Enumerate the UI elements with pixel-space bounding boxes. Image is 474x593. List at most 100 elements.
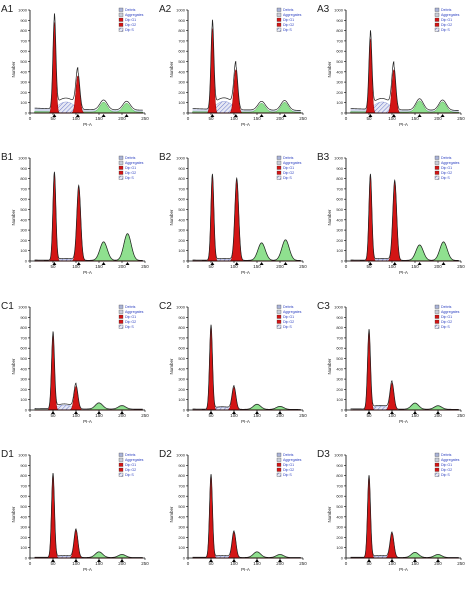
- y-tick-label: 400: [20, 69, 27, 74]
- panel-d1: D1 0 100 200 300 400 500 600 700 800 900 1000 0 50 100…: [0, 445, 158, 593]
- legend-entry: Debris: [125, 8, 136, 12]
- x-tick-label: 200: [434, 561, 442, 566]
- y-tick-label: 900: [20, 463, 27, 468]
- y-tick-label: 0: [341, 111, 344, 116]
- legend-swatch: [118, 319, 124, 324]
- peak-marker: [413, 559, 417, 562]
- peak-marker: [255, 411, 259, 414]
- histogram-svg: 0 100 200 300 400 500 600 700 800 900 1000 0 50 100 15…: [11, 305, 149, 425]
- g1-peak: [350, 331, 459, 411]
- peak-marker: [209, 411, 213, 414]
- y-tick-label: 200: [336, 90, 343, 95]
- legend-entry: Debris: [283, 8, 294, 12]
- y-tick-label: 1000: [18, 156, 28, 161]
- peak-marker: [234, 262, 239, 265]
- peak-marker: [368, 262, 373, 265]
- x-tick-label: 200: [276, 413, 284, 418]
- x-axis-label: PI-A: [241, 270, 250, 275]
- x-tick-label: 100: [230, 413, 238, 418]
- y-tick-label: 400: [20, 514, 27, 519]
- x-tick-label: 250: [457, 561, 465, 566]
- legend-swatch: [276, 309, 282, 314]
- x-tick-label: 100: [72, 116, 80, 121]
- x-tick-label: 0: [29, 116, 32, 121]
- legend-swatch: [276, 472, 282, 477]
- x-axis-label: PI-A: [83, 270, 92, 275]
- x-tick-label: 200: [276, 116, 284, 121]
- x-tick-label: 100: [230, 116, 238, 121]
- y-tick-label: 800: [178, 325, 185, 330]
- legend-swatch: [276, 12, 282, 17]
- x-tick-label: 150: [411, 413, 419, 418]
- legend-entry: Debris: [441, 156, 452, 160]
- y-tick-label: 300: [336, 377, 343, 382]
- x-tick-label: 150: [253, 561, 261, 566]
- panel-c1: C1 0 100 200 300 400 500 600 700 800 900 1000 0 50 100…: [0, 297, 158, 445]
- y-tick-label: 300: [178, 228, 185, 233]
- y-tick-label: 800: [20, 473, 27, 478]
- legend-swatch: [434, 175, 440, 180]
- y-tick-label: 0: [25, 259, 28, 264]
- y-tick-label: 800: [336, 325, 343, 330]
- histogram-svg: 0 100 200 300 400 500 600 700 800 900 1000 0 50 100 15…: [11, 8, 149, 128]
- y-tick-label: 900: [336, 18, 343, 23]
- legend-swatch: [276, 319, 282, 324]
- legend-entry: Debris: [283, 453, 294, 457]
- x-tick-label: 0: [187, 413, 190, 418]
- total-histogram-line: [34, 13, 143, 111]
- x-tick-label: 250: [299, 561, 307, 566]
- y-tick-label: 400: [178, 366, 185, 371]
- y-tick-label: 500: [20, 356, 27, 361]
- x-tick-label: 150: [95, 413, 103, 418]
- y-tick-label: 400: [20, 366, 27, 371]
- y-tick-label: 100: [336, 545, 343, 550]
- y-axis-label: Number: [11, 358, 16, 375]
- legend-entry: Dip G2: [283, 320, 294, 324]
- legend-swatch: [434, 17, 440, 22]
- legend-entry: Aggregates: [441, 458, 460, 462]
- legend-entry: Aggregates: [125, 310, 144, 314]
- legend-swatch: [118, 457, 124, 462]
- y-tick-label: 0: [183, 111, 186, 116]
- x-tick-label: 100: [72, 413, 80, 418]
- x-tick-label: 0: [29, 264, 32, 269]
- x-tick-label: 50: [366, 413, 372, 418]
- legend-entry: Debris: [441, 453, 452, 457]
- x-axis-label: PI-A: [241, 567, 250, 572]
- legend-swatch: [276, 304, 282, 309]
- y-tick-label: 100: [178, 545, 185, 550]
- legend-swatch: [118, 314, 124, 319]
- y-axis-label: Number: [11, 506, 16, 523]
- x-tick-label: 150: [411, 116, 419, 121]
- legend-entry: Dip G2: [283, 23, 294, 27]
- total-histogram-line: [350, 30, 459, 111]
- legend-swatch: [276, 17, 282, 22]
- legend-swatch: [118, 155, 124, 160]
- legend-entry: Dip G1: [441, 166, 452, 170]
- peak-marker: [101, 114, 106, 117]
- legend-entry: Aggregates: [283, 161, 302, 165]
- x-tick-label: 100: [388, 561, 396, 566]
- peak-marker: [76, 262, 81, 265]
- legend-swatch: [434, 155, 440, 160]
- peak-marker: [390, 559, 394, 562]
- legend-entry: Aggregates: [283, 13, 302, 17]
- peak-marker: [51, 411, 55, 414]
- y-tick-label: 100: [20, 545, 27, 550]
- x-axis-label: PI-A: [241, 122, 250, 127]
- legend-swatch: [276, 170, 282, 175]
- legend-entry: Dip G1: [125, 166, 136, 170]
- x-tick-label: 50: [366, 561, 372, 566]
- x-tick-label: 0: [345, 264, 348, 269]
- y-tick-label: 500: [178, 207, 185, 212]
- y-tick-label: 1000: [176, 305, 186, 310]
- legend-swatch: [276, 452, 282, 457]
- y-tick-label: 300: [20, 525, 27, 530]
- x-tick-label: 150: [95, 561, 103, 566]
- y-axis-label: Number: [169, 506, 174, 523]
- legend-entry: Dip G2: [441, 468, 452, 472]
- peak-marker: [392, 262, 397, 265]
- y-tick-label: 0: [341, 556, 344, 561]
- x-tick-label: 50: [50, 561, 56, 566]
- peak-marker: [51, 559, 55, 562]
